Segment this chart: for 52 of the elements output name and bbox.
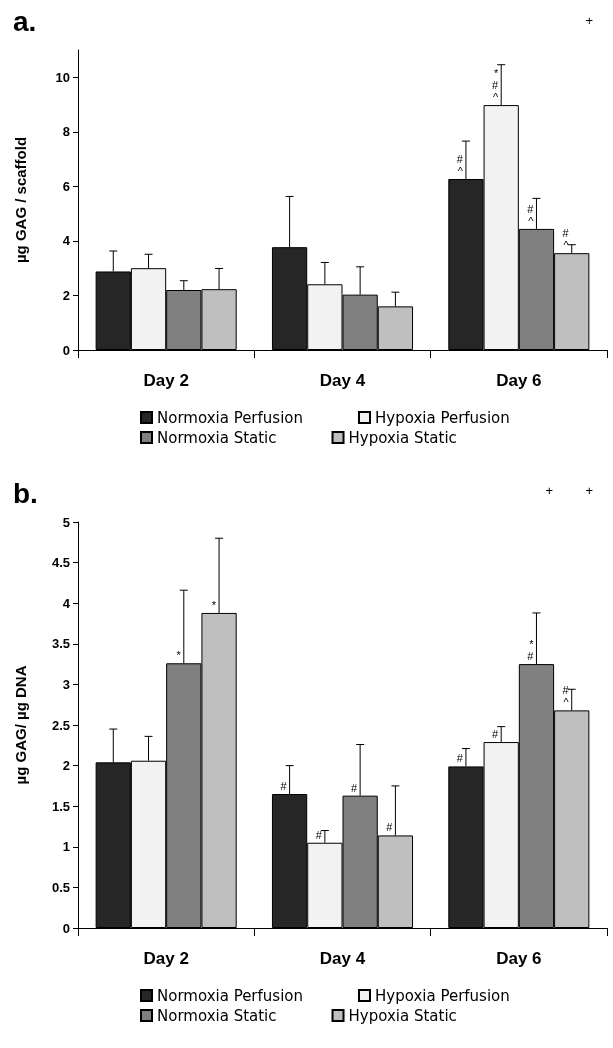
y-tick-label: 5 [62,514,70,530]
y-tick-label: 3.5 [51,636,70,652]
y-tick-label: 0.5 [51,879,70,895]
data-label: * # ^ [492,67,500,104]
data-label: * [176,649,182,662]
y-axis-title: µg GAG / scaffold [12,136,29,264]
y-tick-label: 2.5 [51,717,70,733]
legend-label: Hypoxia Perfusion [374,408,510,427]
legend-label: Normoxia Static [157,1006,277,1025]
data-label: # [351,781,359,794]
data-label: # [492,728,500,741]
legend-label: Normoxia Perfusion [157,408,303,427]
x-tick-label: Day 2 [143,371,189,390]
text: + [585,483,593,498]
y-tick-label: 0 [62,920,70,936]
legend-label: Normoxia Perfusion [157,986,303,1005]
chart-title: a. [13,5,37,37]
data-label: # [456,752,464,765]
x-tick-label: Day 6 [496,949,542,968]
legend-label: Hypoxia Static [348,1006,457,1025]
y-tick-label: 1 [62,839,70,855]
y-axis-title: µg GAG/ µg DNA [12,665,29,785]
y-tick-label: 2 [62,287,70,303]
y-tick-label: 2 [62,758,70,774]
legend-label: Normoxia Static [157,428,277,447]
y-tick-label: 1.5 [51,798,70,814]
chart-title: b. [13,477,38,509]
x-tick-label: Day 4 [319,949,366,968]
x-tick-label: Day 2 [143,949,189,968]
text: + [585,13,593,28]
legend-label: Hypoxia Perfusion [374,986,510,1005]
y-tick-label: 6 [62,178,70,194]
y-tick-label: 3 [62,676,70,692]
data-label: * [211,598,217,611]
y-tick-label: 8 [62,124,70,140]
text: + [545,483,553,498]
data-label: # ^ [456,153,464,177]
legend-label: Hypoxia Static [348,428,457,447]
y-tick-label: 4 [62,233,71,249]
y-tick-label: 10 [55,69,70,85]
data-label: # ^ [527,202,535,227]
data-label: # ^ [562,227,570,252]
data-label: # ^ [562,684,570,709]
x-tick-label: Day 6 [496,371,542,390]
x-tick-label: Day 4 [319,371,366,390]
data-label: # [315,828,323,841]
y-tick-label: 4 [62,595,71,611]
data-label: # [280,780,288,793]
data-label: # [386,821,394,834]
y-tick-label: 4.5 [51,555,70,571]
y-tick-label: 0 [62,342,70,358]
data-label: * # [527,638,535,663]
